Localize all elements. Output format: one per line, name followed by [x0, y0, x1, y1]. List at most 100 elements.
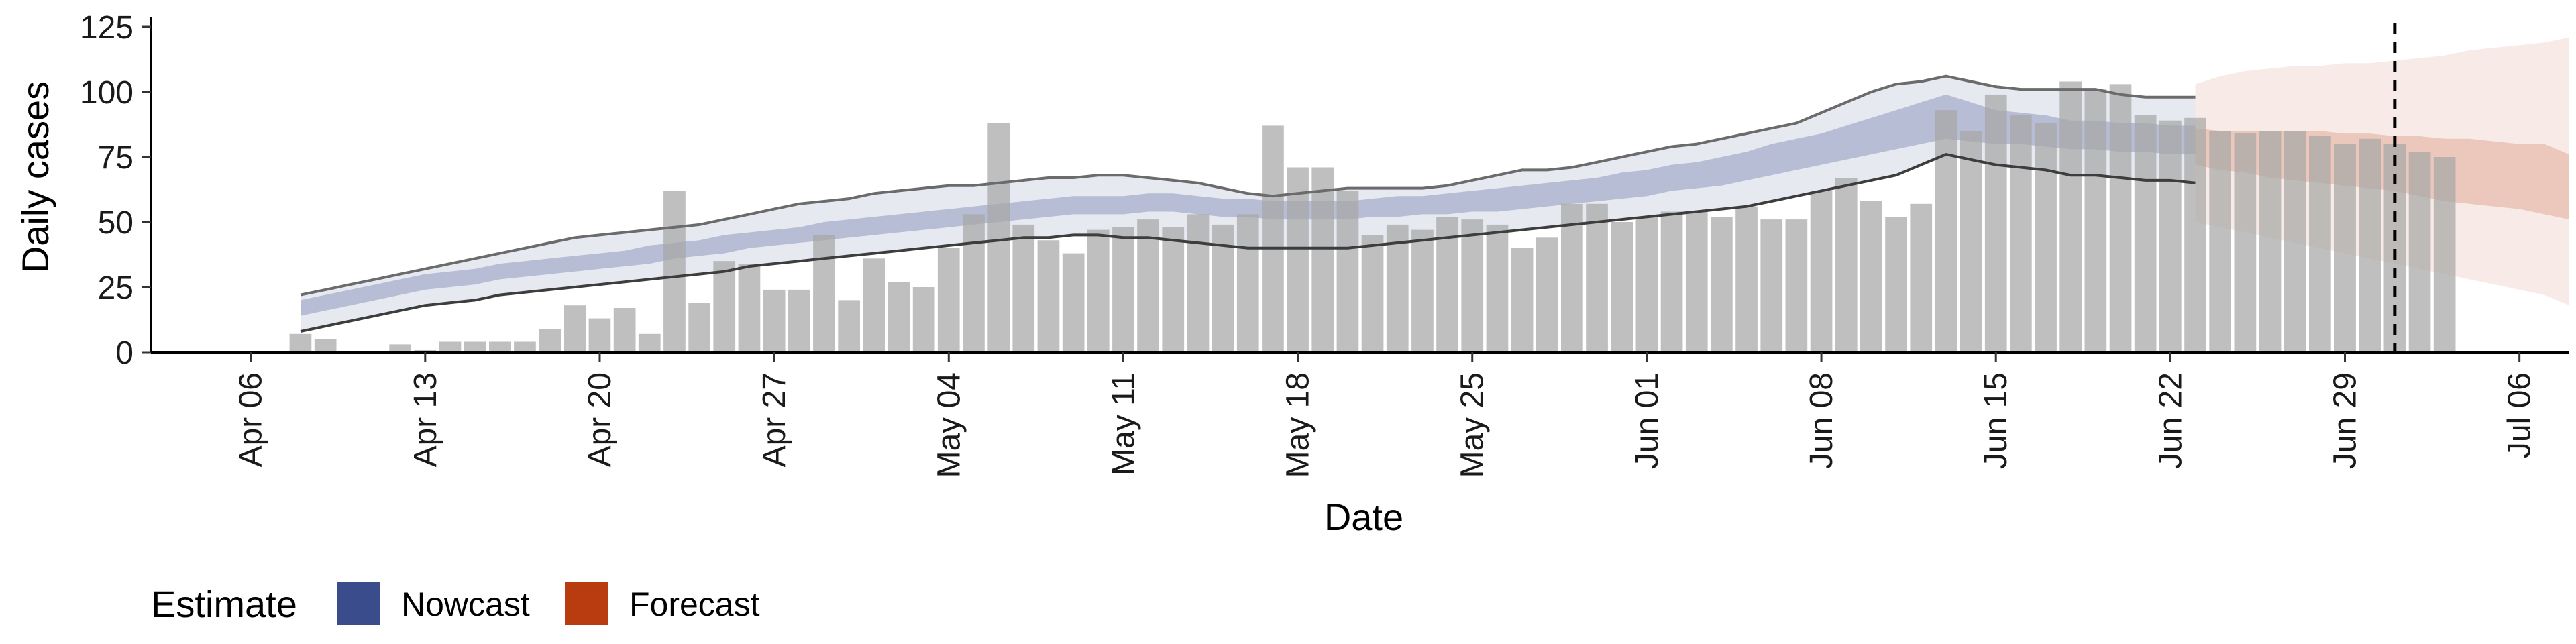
legend-label-nowcast: Nowcast [401, 586, 530, 623]
observed-bar [314, 339, 337, 352]
observed-bar [1960, 131, 1982, 352]
observed-bar [1910, 203, 1933, 352]
observed-bar [1860, 201, 1882, 352]
observed-bar [2084, 89, 2107, 352]
observed-bar [489, 341, 511, 352]
observed-bar [2010, 115, 2032, 352]
observed-bar [439, 341, 462, 352]
observed-bar [2309, 136, 2331, 352]
x-axis-title: Date [1324, 496, 1403, 538]
legend-label-forecast: Forecast [629, 586, 760, 623]
axes: 0 25 50 75 100 125 Apr 06 Apr 13 Apr 20 Apr 27 May… [80, 10, 2569, 478]
observed-bar [1311, 167, 1334, 352]
observed-bar [2334, 144, 2356, 352]
x-tick-label: Jun 22 [2153, 372, 2188, 469]
x-tick-label: Jul 06 [2502, 372, 2538, 458]
observed-bar [1611, 222, 1633, 352]
observed-bar [1137, 219, 1159, 352]
observed-bar [1112, 227, 1134, 352]
observed-bar [2109, 84, 2132, 353]
observed-bar [738, 264, 761, 352]
x-tick-label: Jun 29 [2328, 372, 2363, 469]
observed-bar [2059, 81, 2082, 352]
observed-bar [564, 305, 586, 352]
observed-bar [888, 282, 910, 352]
observed-bar [912, 287, 935, 352]
nowcast-lower-line [300, 153, 2196, 333]
observed-bar [1336, 191, 1359, 352]
observed-bar [588, 318, 611, 352]
x-tick-label: Apr 20 [582, 372, 618, 467]
observed-bar [1187, 214, 1210, 352]
observed-bar [1885, 217, 1907, 352]
observed-bar [539, 329, 561, 352]
observed-bar [987, 123, 1010, 352]
y-tick-label: 125 [80, 10, 133, 46]
y-axis-title: Daily cases [14, 81, 56, 273]
observed-bar [2284, 131, 2306, 352]
observed-bar [1984, 94, 2007, 352]
x-tick-label: May 04 [931, 372, 967, 478]
observed-bar [863, 258, 885, 352]
observed-bar [1087, 229, 1110, 352]
nowcast-upper-line [300, 74, 2196, 297]
observed-bar [713, 261, 736, 352]
y-tick-label: 50 [98, 205, 133, 241]
observed-bar [2209, 131, 2231, 352]
observed-bar [1760, 219, 1783, 352]
observed-bar [1486, 224, 1509, 352]
observed-bar [1536, 237, 1558, 352]
nowcast-inner-band [301, 94, 2196, 316]
observed-bar [1262, 125, 1284, 352]
observed-bar [1511, 248, 1534, 352]
x-tick-label: May 18 [1281, 372, 1316, 478]
x-tick-label: Jun 08 [1804, 372, 1839, 469]
observed-bar [1635, 217, 1658, 352]
observed-bar [2359, 138, 2381, 353]
observed-bar [1810, 191, 1833, 352]
observed-bar [688, 303, 710, 352]
x-tick-label: May 25 [1455, 372, 1491, 478]
observed-bar [937, 248, 960, 352]
y-tick-label: 0 [115, 335, 133, 371]
y-tick-label: 100 [80, 75, 133, 111]
observed-bar [2035, 123, 2057, 352]
observed-bar [2234, 133, 2257, 352]
x-tick-label: Apr 13 [408, 372, 443, 467]
observed-bar [1236, 214, 1259, 352]
observed-bar [1037, 240, 1060, 352]
observed-bar [2184, 117, 2206, 353]
observed-bar [2134, 115, 2157, 352]
legend-swatch-nowcast [337, 582, 380, 625]
y-tick-label: 25 [98, 270, 133, 306]
observed-bar [1586, 203, 1608, 352]
nowcast-bound-lines [300, 74, 2196, 333]
legend: Estimate Nowcast Forecast [151, 582, 760, 625]
observed-bars [289, 81, 2456, 353]
observed-bar [1561, 203, 1583, 352]
observed-bar [1711, 217, 1733, 352]
observed-bar [1287, 167, 1309, 352]
observed-bar [1461, 219, 1484, 352]
observed-bar [963, 214, 985, 352]
observed-bar [2259, 131, 2282, 352]
observed-bar [2159, 120, 2182, 352]
observed-bar [1660, 211, 1683, 352]
observed-bar [1735, 206, 1758, 352]
observed-bar [1361, 235, 1384, 352]
observed-bar [1386, 224, 1409, 352]
x-tick-label: Jun 15 [1978, 372, 2014, 469]
observed-bar [813, 235, 835, 352]
observed-bar [464, 341, 486, 352]
x-tick-label: Jun 01 [1629, 372, 1665, 469]
observed-bar [2433, 157, 2456, 352]
legend-title: Estimate [151, 583, 297, 625]
observed-bar [1162, 227, 1185, 352]
observed-bar [514, 341, 536, 352]
observed-bar [1411, 229, 1434, 352]
observed-bar [1935, 110, 1957, 352]
observed-bar [638, 333, 661, 352]
observed-bar [838, 300, 860, 352]
legend-swatch-forecast [565, 582, 608, 625]
